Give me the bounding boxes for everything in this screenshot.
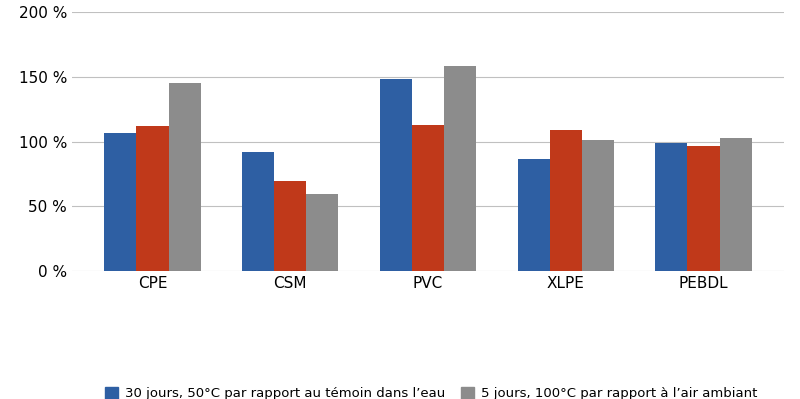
Legend: 30 jours, 50°C par rapport au témoin dans l’eau, 5 jours, 100°C par rapport au t: 30 jours, 50°C par rapport au témoin dan…: [100, 381, 762, 399]
Bar: [306, 194, 338, 271]
Bar: [137, 126, 169, 271]
Bar: [550, 130, 582, 271]
Bar: [380, 79, 412, 271]
Bar: [687, 146, 719, 271]
Bar: [655, 143, 687, 271]
Bar: [242, 152, 274, 271]
Bar: [518, 158, 550, 271]
Bar: [444, 66, 476, 271]
Bar: [274, 180, 306, 271]
Bar: [582, 140, 614, 271]
Bar: [719, 138, 752, 271]
Bar: [169, 83, 201, 271]
Bar: [412, 125, 444, 271]
Bar: [104, 132, 137, 271]
